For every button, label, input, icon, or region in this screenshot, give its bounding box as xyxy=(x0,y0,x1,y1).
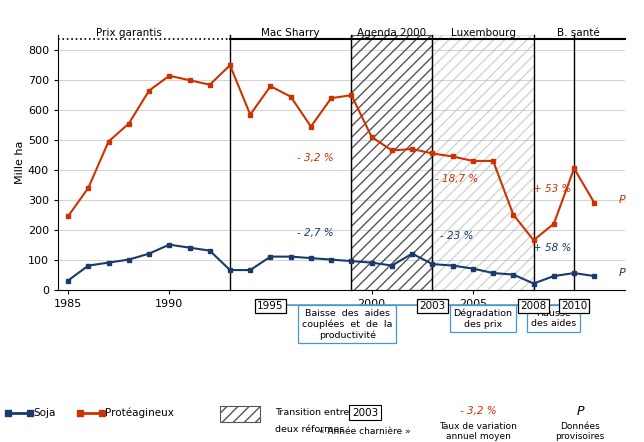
Text: - 23 %: - 23 % xyxy=(440,231,473,241)
Text: Transition entre: Transition entre xyxy=(275,408,349,417)
Text: P: P xyxy=(619,268,625,278)
FancyBboxPatch shape xyxy=(220,406,260,423)
Text: 1995: 1995 xyxy=(257,301,284,311)
Text: P: P xyxy=(619,195,625,205)
Y-axis label: Mille ha: Mille ha xyxy=(15,141,25,184)
Text: deux réformes: deux réformes xyxy=(275,426,345,434)
Text: - 3,2 %: - 3,2 % xyxy=(297,153,334,163)
Text: Hausse
des aides: Hausse des aides xyxy=(531,309,576,328)
Text: P: P xyxy=(576,405,583,418)
Text: Baisse  des  aides
couplées  et  de  la
productivité: Baisse des aides couplées et de la produ… xyxy=(302,309,393,339)
Text: - 18,7 %: - 18,7 % xyxy=(435,174,478,184)
Text: Protéagineux: Protéagineux xyxy=(105,408,174,418)
Text: Prix garantis: Prix garantis xyxy=(96,28,162,38)
Bar xyxy=(352,35,432,290)
Text: + 53 %: + 53 % xyxy=(533,184,571,194)
Text: Mac Sharry: Mac Sharry xyxy=(261,28,320,38)
Text: Soja: Soja xyxy=(33,408,55,418)
Text: - 3,2 %: - 3,2 % xyxy=(460,406,497,416)
Text: B. santé: B. santé xyxy=(557,28,600,38)
Text: Données
provisoires: Données provisoires xyxy=(555,422,605,441)
Bar xyxy=(432,35,534,290)
Text: 2003: 2003 xyxy=(352,408,378,418)
Text: 2003: 2003 xyxy=(419,301,446,311)
Text: Dégradation
des prix: Dégradation des prix xyxy=(453,309,513,328)
Text: « Année charnière »: « Année charnière » xyxy=(319,427,411,436)
Text: Taux de variation
annuel moyen: Taux de variation annuel moyen xyxy=(439,422,517,441)
Text: - 2,7 %: - 2,7 % xyxy=(297,229,334,238)
Text: 2008: 2008 xyxy=(520,301,547,311)
Text: + 58 %: + 58 % xyxy=(533,243,571,253)
Text: 2010: 2010 xyxy=(561,301,587,311)
Text: Agenda 2000: Agenda 2000 xyxy=(357,28,426,38)
Text: Luxembourg: Luxembourg xyxy=(451,28,515,38)
